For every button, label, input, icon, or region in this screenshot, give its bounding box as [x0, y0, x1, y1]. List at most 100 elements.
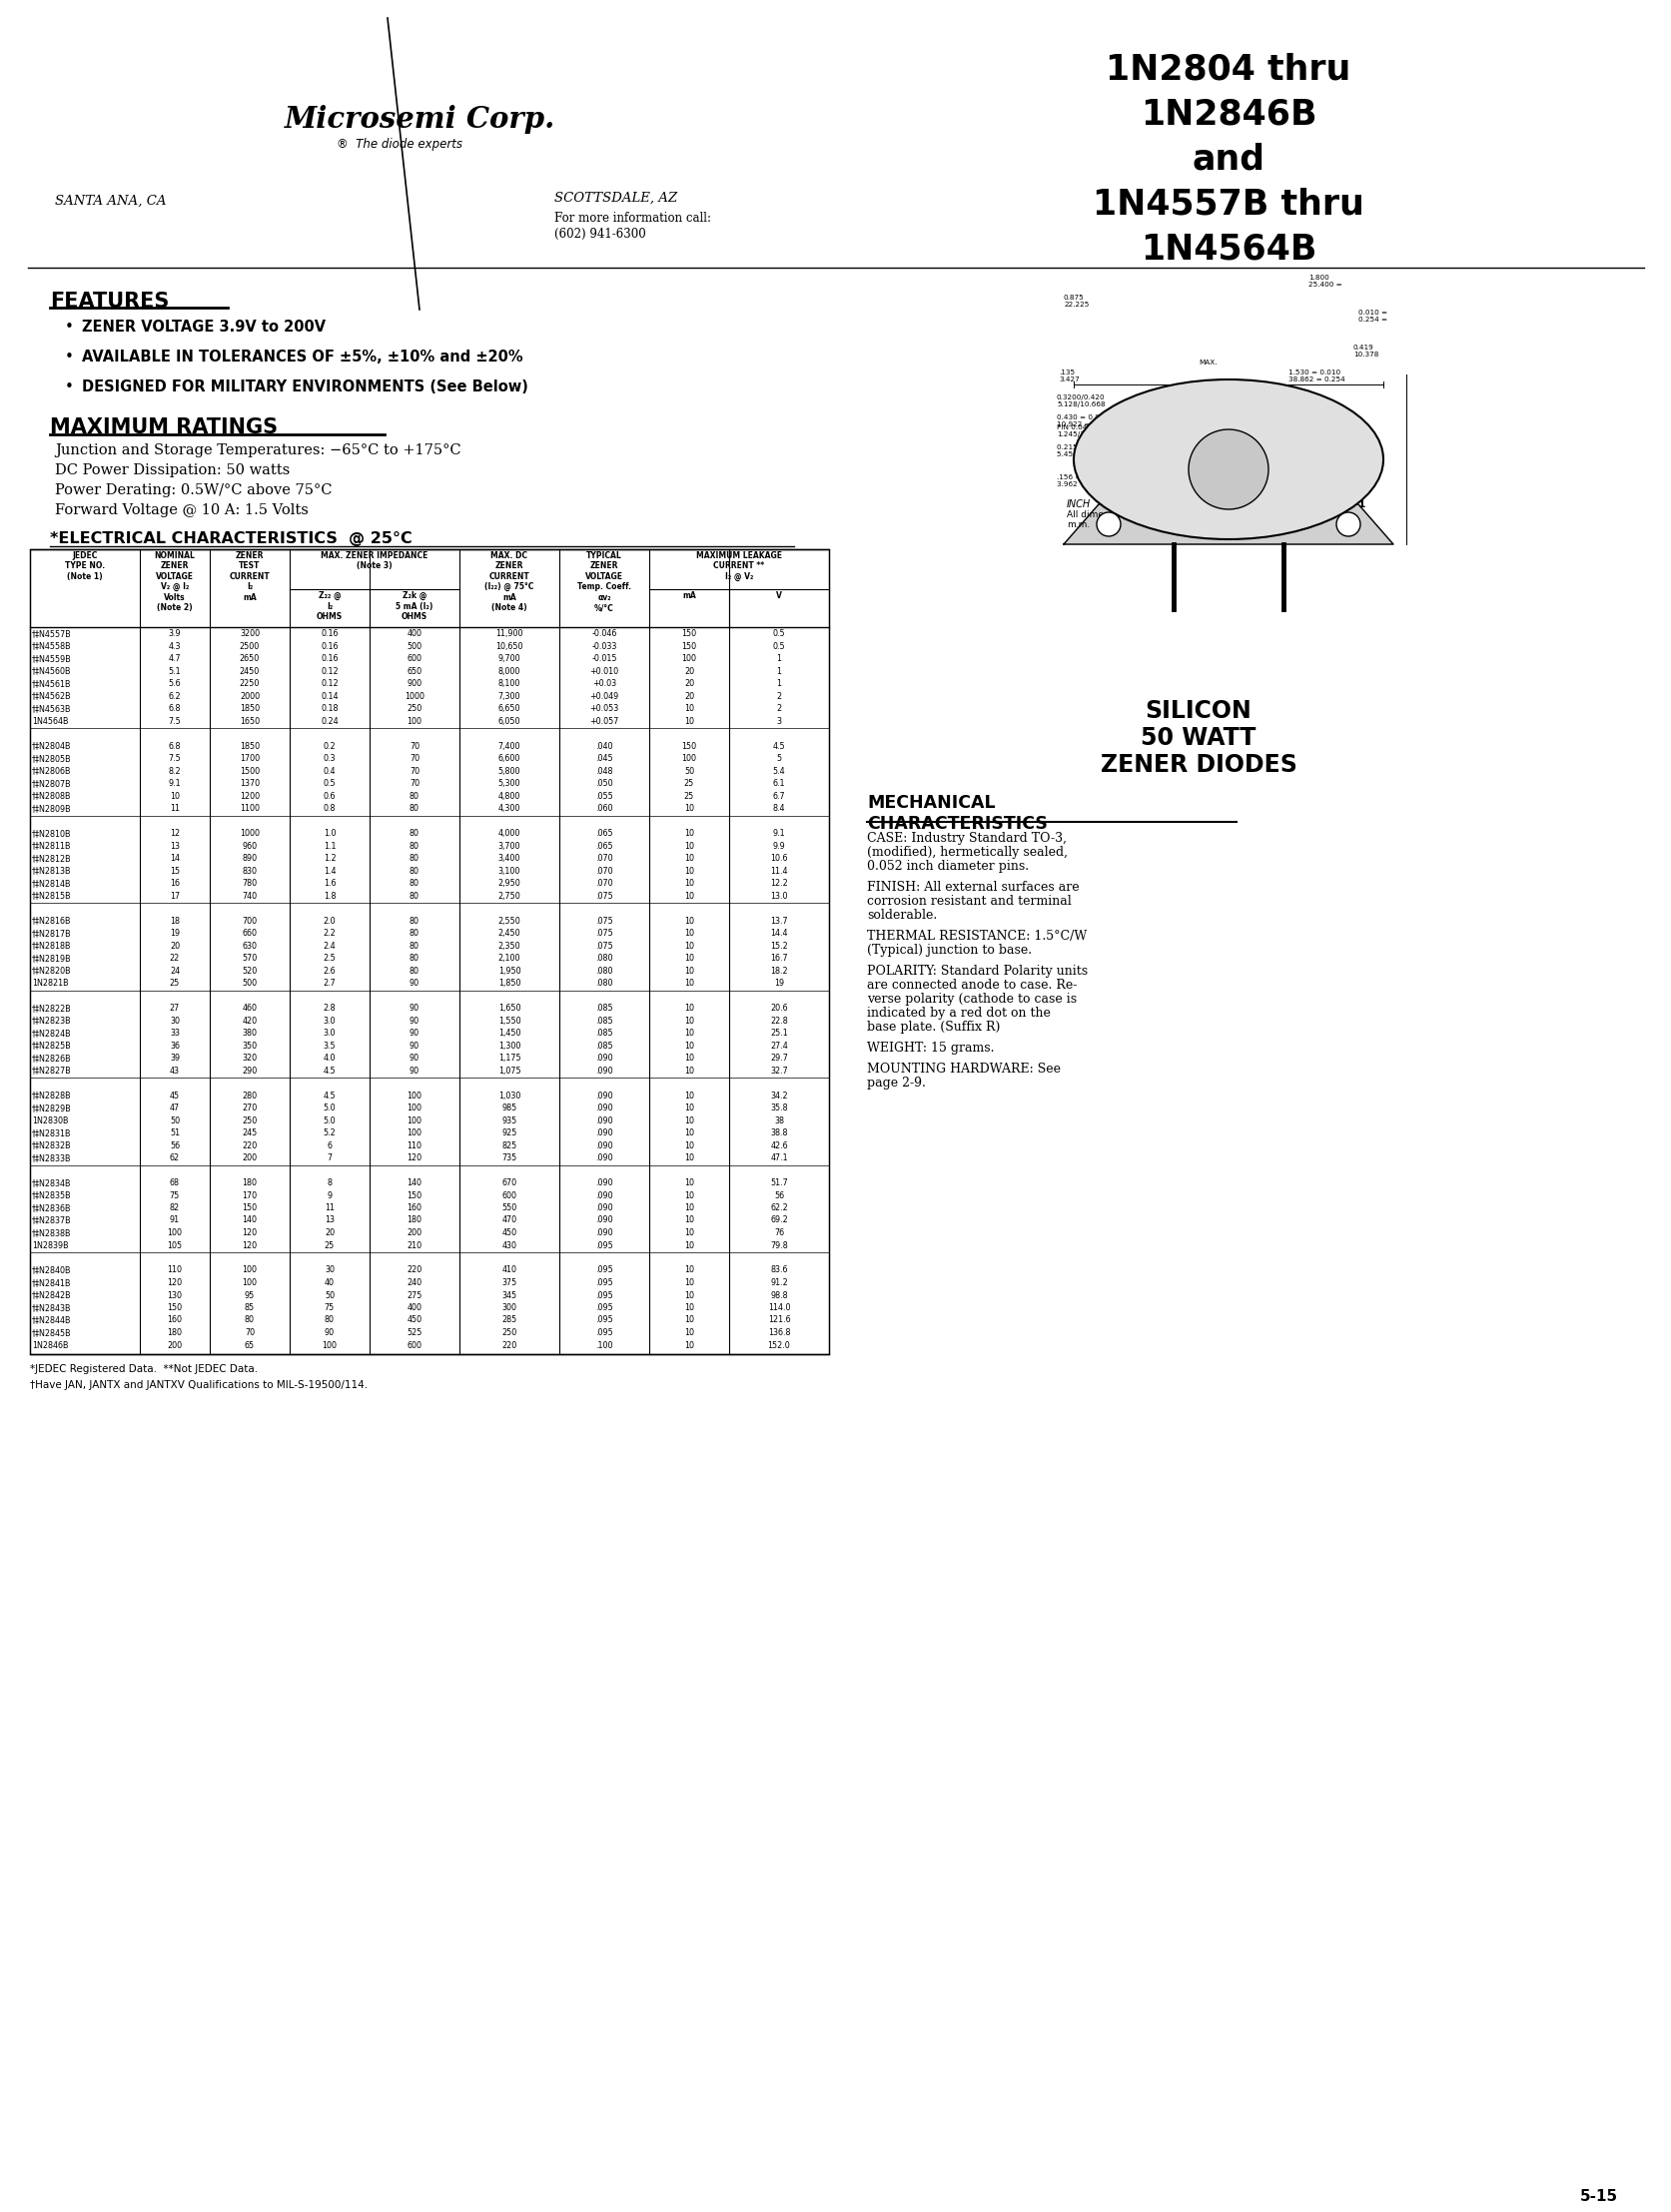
Text: 520: 520 [242, 967, 257, 975]
Text: 220: 220 [406, 1265, 421, 1274]
Text: .135
3.427: .135 3.427 [1058, 369, 1079, 383]
Text: †‡N4561B: †‡N4561B [32, 679, 72, 688]
Text: 600: 600 [406, 1340, 421, 1349]
Text: 80: 80 [409, 792, 419, 801]
Text: 0.052 inch diameter pins.: 0.052 inch diameter pins. [867, 860, 1028, 874]
Text: 1N2839B: 1N2839B [32, 1241, 69, 1250]
Text: 7.5: 7.5 [169, 717, 180, 726]
Text: 11: 11 [170, 803, 180, 812]
Text: 0.16: 0.16 [321, 655, 338, 664]
Text: 0.875
22.225: 0.875 22.225 [1063, 294, 1088, 307]
Text: †‡N2815B: †‡N2815B [32, 891, 72, 900]
Text: 5.6: 5.6 [169, 679, 180, 688]
Text: 400: 400 [406, 1303, 421, 1312]
Text: 11.4: 11.4 [770, 867, 787, 876]
Text: 460: 460 [242, 1004, 257, 1013]
Text: 10.6: 10.6 [770, 854, 787, 863]
Text: 10: 10 [683, 1340, 693, 1349]
Text: 11: 11 [324, 1203, 334, 1212]
Text: and: and [1191, 142, 1265, 175]
Text: †‡N2826B: †‡N2826B [32, 1053, 72, 1062]
Text: 8: 8 [328, 1179, 333, 1188]
Text: NOMINAL
ZENER
VOLTAGE
V₂ @ I₂
Volts
(Note 2): NOMINAL ZENER VOLTAGE V₂ @ I₂ Volts (Not… [154, 551, 196, 613]
Text: †‡N2819B: †‡N2819B [32, 953, 72, 962]
Text: 75: 75 [169, 1190, 180, 1199]
Text: 22: 22 [169, 953, 180, 962]
Text: 650: 650 [406, 666, 421, 675]
Text: 69.2: 69.2 [770, 1217, 787, 1225]
Text: 200: 200 [167, 1340, 182, 1349]
Text: 890: 890 [242, 854, 257, 863]
Text: 10: 10 [683, 953, 693, 962]
Text: †‡N2825B: †‡N2825B [32, 1042, 72, 1051]
Text: .090: .090 [595, 1141, 613, 1150]
Circle shape [1335, 513, 1360, 535]
Text: 150: 150 [682, 741, 697, 750]
Text: 1N2846B: 1N2846B [1140, 97, 1317, 131]
Text: 200: 200 [406, 1228, 421, 1237]
Text: .095: .095 [595, 1265, 613, 1274]
Text: 4,800: 4,800 [498, 792, 520, 801]
Text: 4,300: 4,300 [498, 803, 520, 812]
Text: For more information call:: For more information call: [555, 212, 710, 226]
Text: 2: 2 [775, 692, 780, 701]
Text: 1,175: 1,175 [498, 1053, 520, 1062]
Text: 210: 210 [406, 1241, 421, 1250]
Text: (Typical) junction to base.: (Typical) junction to base. [867, 945, 1031, 958]
Text: 80: 80 [409, 967, 419, 975]
Text: †‡N2814B: †‡N2814B [32, 878, 72, 887]
Text: 985: 985 [501, 1104, 516, 1113]
Text: 90: 90 [409, 1042, 419, 1051]
Text: ZENER DIODES: ZENER DIODES [1100, 752, 1297, 776]
Text: 80: 80 [409, 830, 419, 838]
Text: 51.7: 51.7 [770, 1179, 787, 1188]
Text: 1N4564B: 1N4564B [1140, 232, 1315, 265]
Text: ®  The diode experts: ® The diode experts [336, 137, 463, 150]
Text: 130: 130 [167, 1292, 182, 1301]
Text: †‡N2843B: †‡N2843B [32, 1303, 72, 1312]
Text: 70: 70 [409, 768, 419, 776]
Text: 1,850: 1,850 [498, 978, 520, 989]
Text: 10: 10 [683, 1015, 693, 1024]
Text: 100: 100 [682, 754, 697, 763]
Text: 2.5: 2.5 [323, 953, 336, 962]
Text: corrosion resistant and terminal: corrosion resistant and terminal [867, 896, 1071, 907]
Text: 245: 245 [242, 1128, 257, 1137]
Text: 105: 105 [167, 1241, 182, 1250]
Text: 13.7: 13.7 [770, 916, 787, 925]
Text: .090: .090 [595, 1053, 613, 1062]
Text: 0.2: 0.2 [323, 741, 336, 750]
Text: .095: .095 [595, 1292, 613, 1301]
Text: 50: 50 [170, 1117, 180, 1126]
Text: †‡N2812B: †‡N2812B [32, 854, 72, 863]
Text: 2.8: 2.8 [323, 1004, 336, 1013]
Text: 0.24: 0.24 [321, 717, 338, 726]
Text: -0.015: -0.015 [592, 655, 617, 664]
Text: 660: 660 [242, 929, 257, 938]
Text: 10: 10 [683, 1091, 693, 1099]
Text: 250: 250 [406, 703, 421, 712]
Text: 250: 250 [242, 1117, 257, 1126]
Text: 12: 12 [170, 830, 180, 838]
Text: 43: 43 [170, 1066, 180, 1075]
Text: Power Derating: 0.5W/°C above 75°C: Power Derating: 0.5W/°C above 75°C [55, 484, 333, 498]
Text: 450: 450 [501, 1228, 516, 1237]
Text: 1.1: 1.1 [323, 841, 336, 849]
Text: 32.7: 32.7 [770, 1066, 787, 1075]
Text: 285: 285 [501, 1316, 516, 1325]
Text: 1200: 1200 [239, 792, 259, 801]
Text: 375: 375 [501, 1279, 516, 1287]
Text: 4.7: 4.7 [169, 655, 180, 664]
Text: 10: 10 [683, 916, 693, 925]
Text: 780: 780 [242, 878, 257, 887]
Text: 4.5: 4.5 [323, 1066, 336, 1075]
Text: 10: 10 [683, 1042, 693, 1051]
Text: 10: 10 [170, 792, 180, 801]
Text: 100: 100 [242, 1265, 257, 1274]
Text: MOUNTING HARDWARE: See: MOUNTING HARDWARE: See [867, 1062, 1059, 1075]
Text: 10: 10 [683, 1217, 693, 1225]
Text: 100: 100 [167, 1228, 182, 1237]
Text: 20: 20 [683, 679, 693, 688]
Text: †‡N2841B: †‡N2841B [32, 1279, 72, 1287]
Text: 10: 10 [683, 1066, 693, 1075]
